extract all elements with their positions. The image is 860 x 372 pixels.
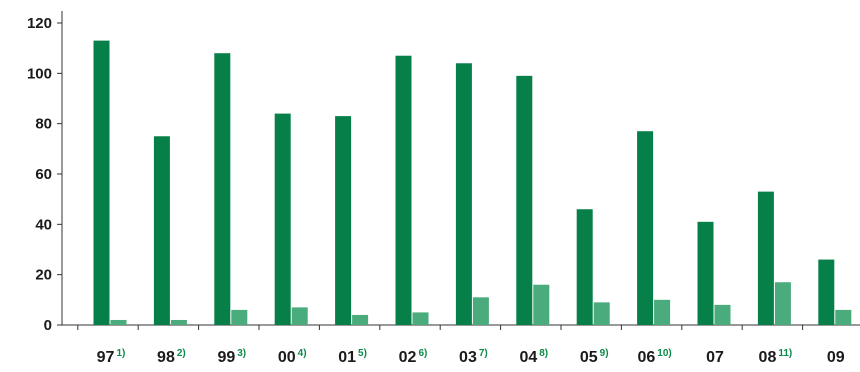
footnote-marker: 11) bbox=[778, 348, 792, 359]
bar-06-series-1 bbox=[637, 131, 654, 325]
x-category-label: 01 5) bbox=[338, 348, 367, 366]
bar-05-series-1 bbox=[576, 209, 593, 325]
footnote-marker: 6) bbox=[418, 348, 427, 359]
bar-99-series-2 bbox=[231, 309, 248, 325]
bar-02-series-1 bbox=[395, 55, 412, 325]
bar-97-series-1 bbox=[93, 40, 110, 325]
y-tick-label: 20 bbox=[35, 267, 52, 284]
y-tick-label: 40 bbox=[35, 216, 52, 233]
bar-09-series-2 bbox=[835, 309, 852, 325]
bar-07-series-2 bbox=[714, 304, 731, 325]
bar-04-series-1 bbox=[516, 75, 533, 325]
y-tick-label: 0 bbox=[44, 317, 52, 334]
bar-04-series-2 bbox=[533, 284, 550, 325]
footnote-marker: 10) bbox=[657, 348, 671, 359]
category-text: 07 bbox=[706, 349, 724, 366]
footnote-marker: 2) bbox=[177, 348, 186, 359]
bar-03-series-1 bbox=[455, 63, 472, 326]
y-tick-label: 80 bbox=[35, 116, 52, 133]
x-category-label: 98 2) bbox=[157, 348, 186, 366]
x-category-label: 03 7) bbox=[459, 348, 488, 366]
y-tick-label: 100 bbox=[27, 65, 52, 82]
bar-01-series-1 bbox=[335, 116, 352, 325]
category-text: 06 bbox=[637, 349, 655, 366]
bar-08-series-2 bbox=[774, 282, 791, 325]
category-text: 08 bbox=[759, 349, 777, 366]
x-category-label: 04 8) bbox=[519, 348, 548, 366]
footnote-marker: 8) bbox=[539, 348, 548, 359]
bar-97-series-2 bbox=[110, 319, 127, 325]
x-category-label: 07 bbox=[706, 349, 724, 366]
bar-03-series-2 bbox=[472, 297, 489, 325]
x-category-label: 08 11) bbox=[759, 348, 793, 366]
bar-98-series-2 bbox=[170, 319, 187, 325]
bar-02-series-2 bbox=[412, 312, 429, 325]
y-axis: 0 20 40 60 80 100 120 bbox=[27, 11, 63, 334]
bar-07-series-1 bbox=[697, 221, 714, 325]
category-text: 02 bbox=[399, 349, 417, 366]
footnote-marker: 1) bbox=[116, 348, 125, 359]
footnote-marker: 7) bbox=[479, 348, 488, 359]
x-category-label: 02 6) bbox=[399, 348, 428, 366]
bars bbox=[93, 40, 852, 326]
y-tick-label: 60 bbox=[35, 166, 52, 183]
bar-06-series-2 bbox=[654, 299, 671, 325]
category-labels: 97 1) 98 2) 99 3) 00 4) 01 5) 02 6) 03 7) 04 8) 05 9) 06 10… bbox=[97, 348, 845, 366]
bar-08-series-1 bbox=[757, 191, 774, 325]
x-category-label: 99 3) bbox=[217, 348, 246, 366]
footnote-marker: 4) bbox=[298, 348, 307, 359]
bar-00-series-1 bbox=[274, 113, 291, 325]
x-category-label: 00 4) bbox=[278, 348, 307, 366]
x-category-label: 05 9) bbox=[580, 348, 609, 366]
bar-98-series-1 bbox=[153, 136, 170, 325]
x-category-label: 06 10) bbox=[637, 348, 671, 366]
x-category-label: 09 bbox=[827, 349, 845, 366]
x-axis bbox=[62, 324, 860, 330]
category-text: 09 bbox=[827, 349, 845, 366]
category-text: 04 bbox=[519, 349, 537, 366]
category-text: 01 bbox=[338, 349, 356, 366]
bar-01-series-2 bbox=[352, 314, 369, 325]
category-text: 00 bbox=[278, 349, 296, 366]
footnote-marker: 9) bbox=[600, 348, 609, 359]
footnote-marker: 3) bbox=[237, 348, 246, 359]
category-text: 98 bbox=[157, 349, 175, 366]
category-text: 99 bbox=[217, 349, 235, 366]
category-text: 03 bbox=[459, 349, 477, 366]
bar-99-series-1 bbox=[214, 53, 231, 325]
y-tick-label: 120 bbox=[27, 15, 52, 32]
bar-00-series-2 bbox=[291, 307, 308, 325]
category-text: 05 bbox=[580, 349, 598, 366]
category-text: 97 bbox=[97, 349, 115, 366]
x-category-label: 97 1) bbox=[97, 348, 126, 366]
bar-05-series-2 bbox=[593, 302, 610, 325]
footnote-marker: 5) bbox=[358, 348, 367, 359]
bar-09-series-1 bbox=[818, 259, 835, 325]
